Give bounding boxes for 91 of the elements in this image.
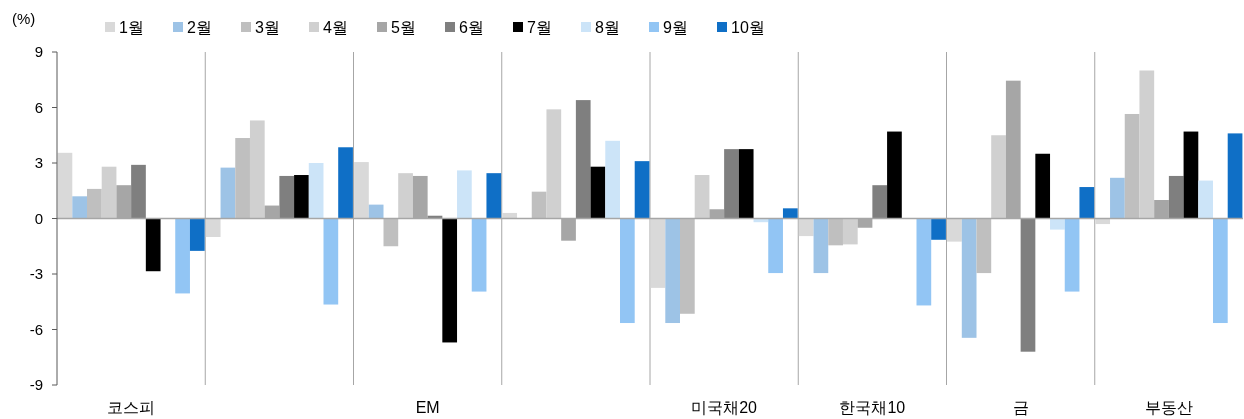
bar [354,162,369,219]
bar [131,164,146,219]
y-tick-label: -9 [29,376,43,394]
legend-label: 10월 [731,18,765,36]
bar [1064,218,1080,292]
legend-label: 3월 [255,18,280,36]
bar [605,140,620,219]
bar [694,175,710,219]
y-axis-title: (%) [12,10,36,27]
bar [1079,187,1095,219]
bar [1213,218,1228,324]
bar [575,100,591,219]
bar [220,167,236,219]
bar [235,138,250,219]
y-tick-label: 9 [34,43,43,61]
bar [101,166,117,219]
bar [383,218,399,247]
bar [145,218,161,272]
bar [1168,175,1184,219]
bar [1035,153,1051,219]
bar [546,109,562,219]
bar [1139,70,1155,219]
x-tick-label: 코스피 [107,399,156,416]
bar [991,135,1006,219]
legend-label: 8월 [595,18,620,36]
bar [368,204,384,219]
legend-label: 2월 [187,18,212,36]
bar [1183,131,1199,219]
x-tick-label: 부동산 [1144,399,1193,416]
bar [189,218,205,251]
y-tick-label: -3 [29,265,43,283]
bar [620,218,635,324]
bar [205,218,221,237]
bar [961,218,977,338]
legend-label: 7월 [527,18,552,36]
bar [680,218,695,314]
bar [590,166,606,219]
bar [531,191,547,219]
bar [471,218,487,292]
bar [798,218,814,237]
bar [931,218,946,240]
x-tick-label: 미국채20 [691,399,758,416]
bar [872,185,888,219]
legend-label: 9월 [663,18,688,36]
bar [457,170,472,219]
bar [782,208,798,219]
bar [87,188,102,219]
x-tick-label: 한국채10 [839,399,906,416]
legend-label: 1월 [119,18,144,36]
bar [338,147,353,219]
bar [486,173,502,219]
bar [1227,133,1243,219]
bar [947,218,962,242]
bar [634,161,650,219]
bar [738,149,754,219]
y-tick-label: -6 [29,320,43,338]
bar [887,131,902,219]
bar [724,149,739,219]
bar [768,218,783,274]
legend-label: 5월 [391,18,416,36]
x-tick-label: EM [415,399,440,416]
bar [1110,177,1125,219]
bar [1124,113,1140,219]
bar [502,212,518,219]
bar [1020,218,1036,352]
bar [1198,180,1213,219]
bar [650,218,666,288]
bar [442,218,458,343]
bar [175,218,190,294]
legend-label: 4월 [323,18,348,36]
bar [976,218,992,274]
bar [57,152,73,219]
bar [842,218,858,245]
bar [279,175,295,219]
bar [665,218,680,324]
x-tick-label: 금 [1012,399,1029,416]
bar [294,175,309,219]
bar [398,173,413,219]
bar [308,163,324,219]
bar [916,218,932,306]
legend-label: 6월 [459,18,484,36]
y-tick-label: 0 [34,209,43,227]
bar [813,218,829,274]
bar [1050,218,1065,230]
y-tick-label: 6 [34,98,43,116]
bar [828,218,843,246]
bar [323,218,339,305]
bar [1095,218,1111,225]
bar [249,120,265,219]
y-tick-label: 3 [34,154,43,172]
bar [72,196,87,219]
